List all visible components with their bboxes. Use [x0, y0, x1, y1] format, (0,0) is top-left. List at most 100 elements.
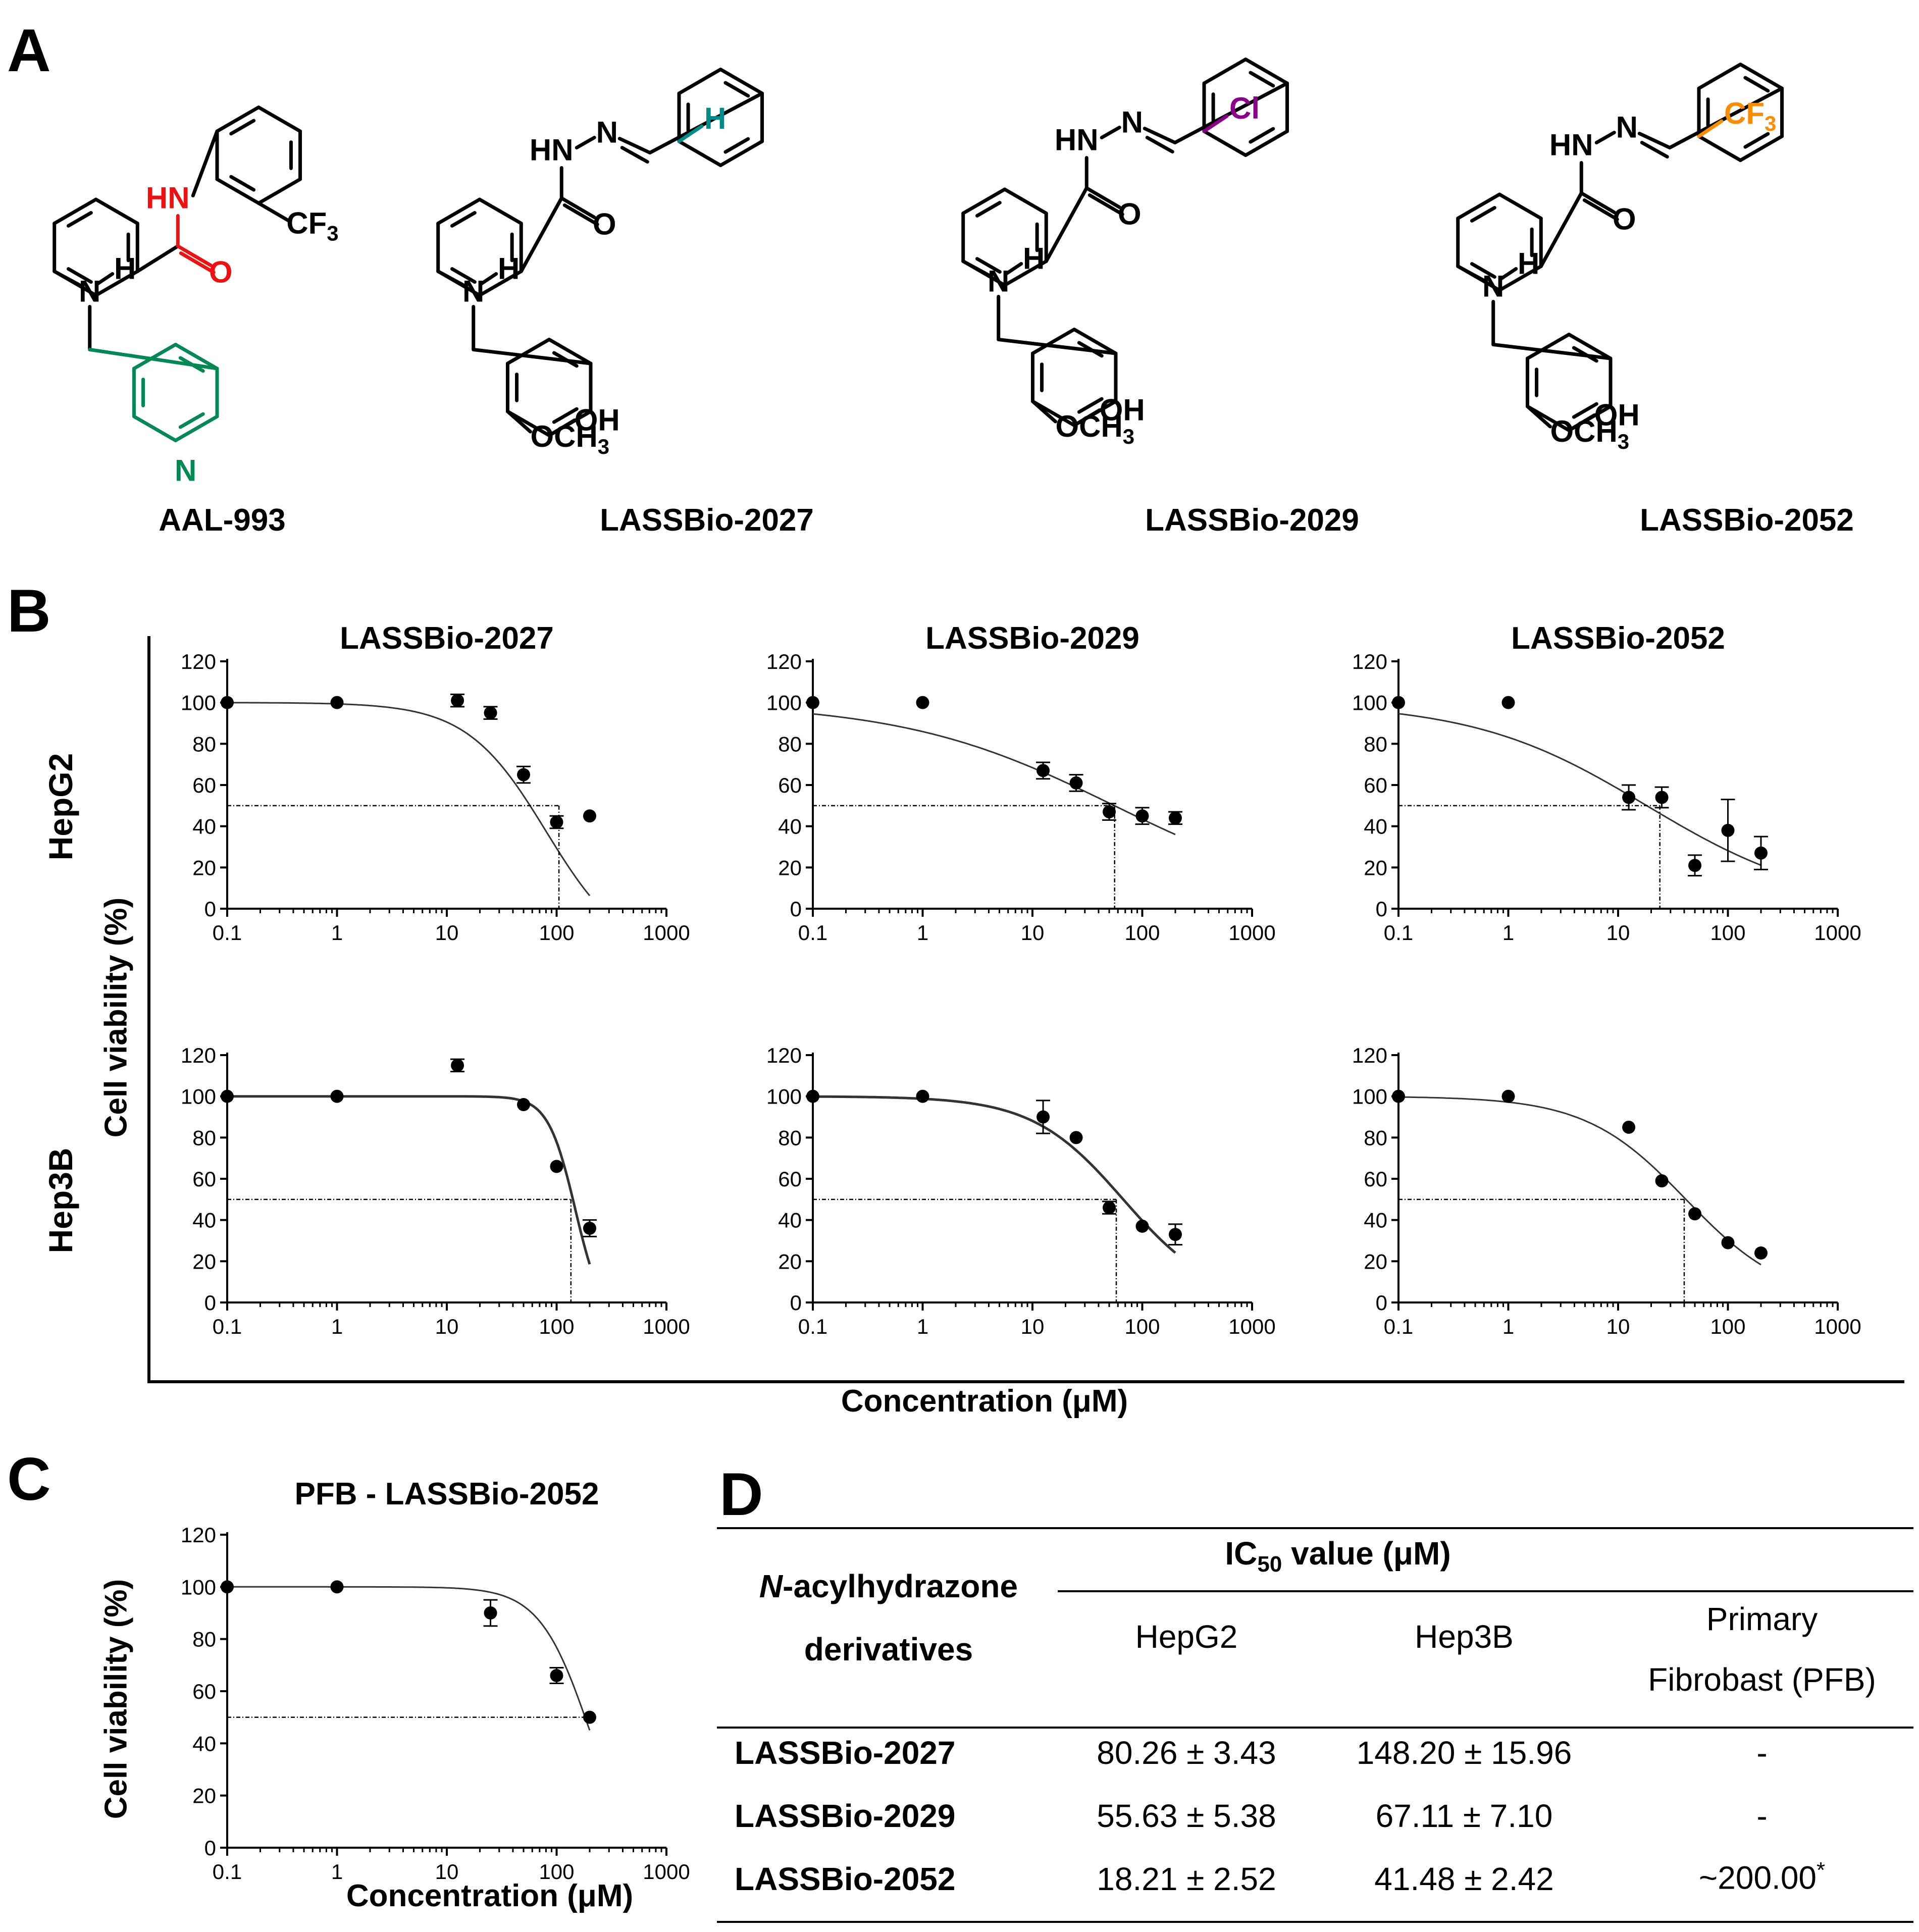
- ring-bond: [256, 106, 302, 133]
- data-point: [1392, 1089, 1405, 1103]
- x-tick-label: 1: [331, 921, 343, 945]
- ring-bond: [1567, 333, 1613, 360]
- amide-oxygen-label: O: [209, 255, 233, 289]
- x-tick-label: 10: [435, 1860, 459, 1884]
- ring-double-bond: [229, 175, 256, 192]
- ring-double-bond: [552, 407, 579, 424]
- bond: [505, 409, 532, 434]
- atom-label-main: OCH: [1055, 409, 1122, 443]
- bond: [191, 129, 219, 197]
- data-point: [1392, 696, 1405, 709]
- bond: [1499, 267, 1518, 281]
- atom-label-main: OH: [1100, 393, 1145, 427]
- table-group-rule: [1058, 1590, 1913, 1592]
- data-point: [1069, 1131, 1083, 1144]
- compound-name-lassbio-2027: LASSBio-2027: [600, 503, 814, 538]
- data-point: [1103, 1201, 1116, 1215]
- bond: [519, 196, 563, 273]
- ring-bond: [1202, 129, 1248, 157]
- data-point: [330, 696, 344, 709]
- bond: [648, 91, 764, 154]
- bond: [1525, 404, 1552, 429]
- data-point: [1655, 1174, 1669, 1188]
- data-point: [916, 696, 929, 709]
- hydroxyl-label: OH: [575, 403, 620, 437]
- amine-h-label: H: [1023, 242, 1045, 276]
- ring-bond: [94, 270, 139, 297]
- ring-bond: [505, 338, 551, 365]
- data-point: [330, 1580, 344, 1594]
- x-tick-label: 10: [1606, 921, 1630, 945]
- ring-bond: [1738, 63, 1784, 90]
- data-point: [1622, 1120, 1636, 1134]
- oxygen-label: O: [1613, 202, 1636, 236]
- y-tick-label: 80: [192, 1126, 216, 1150]
- n-label: N: [1616, 111, 1638, 144]
- y-tick-label: 60: [778, 773, 802, 797]
- y-tick-label: 40: [192, 815, 216, 839]
- hn-label: HN: [1549, 128, 1593, 162]
- bond: [135, 244, 180, 273]
- data-point: [583, 1710, 596, 1724]
- y-tick-label: 120: [181, 1043, 216, 1067]
- atom-label-subscript: 3: [1123, 425, 1134, 448]
- methoxy-label: OCH3: [1550, 414, 1629, 453]
- ring-double-bond: [1743, 132, 1770, 149]
- x-tick-label: 0.1: [798, 1315, 827, 1338]
- bond: [256, 201, 291, 223]
- ring-bond: [436, 197, 482, 225]
- bond: [547, 419, 577, 437]
- atom-label-subscript: 3: [327, 222, 338, 245]
- panel-b-frame-left: [147, 636, 150, 1383]
- fit-curve: [1398, 713, 1761, 866]
- fit-curve: [227, 1095, 591, 1265]
- x-tick-label: 1000: [643, 1860, 690, 1884]
- ring-double-bond: [66, 267, 93, 284]
- table-row-name: LASSBio-2052: [735, 1861, 956, 1897]
- atom-label-subscript: 3: [598, 435, 609, 458]
- ring-double-bond: [450, 267, 477, 284]
- table-col-pfb-line2: Fibrobast (PFB): [1648, 1661, 1876, 1698]
- substituent-label: Cl: [1229, 91, 1260, 125]
- y-tick-label: 20: [192, 1784, 216, 1808]
- fit-curve: [812, 713, 1176, 836]
- ring-double-bond: [723, 137, 750, 154]
- ring-bond: [547, 338, 593, 365]
- ring-bond: [718, 139, 764, 167]
- x-tick-label: 1000: [1814, 1315, 1861, 1338]
- data-point: [1135, 809, 1149, 823]
- x-tick-label: 0.1: [213, 921, 242, 945]
- cf3-label: CF3: [286, 206, 338, 245]
- compound-name-lassbio-2052: LASSBio-2052: [1640, 503, 1854, 538]
- ring-bond: [132, 343, 178, 371]
- amine-n-label: N: [988, 265, 1009, 298]
- panel-letter-d: D: [719, 1460, 763, 1528]
- compound-name-aal-993: AAL-993: [159, 503, 286, 538]
- panel-c-y-axis-label: Cell viability (%): [98, 1579, 134, 1819]
- hydroxyl-label: OH: [1594, 398, 1640, 432]
- data-point: [451, 1059, 464, 1072]
- bond: [1637, 132, 1672, 149]
- ring-bond: [1202, 58, 1248, 85]
- y-tick-label: 20: [1364, 856, 1387, 879]
- x-tick-label: 1000: [1228, 921, 1275, 945]
- hydroxyl-label: OH: [1100, 393, 1145, 427]
- chart-title: LASSBio-2029: [925, 621, 1139, 656]
- bond: [1004, 262, 1023, 276]
- atom-label-main: OH: [575, 403, 620, 437]
- ring-bond: [478, 197, 523, 225]
- ring-bond: [1738, 134, 1784, 162]
- bond: [1173, 81, 1289, 144]
- y-tick-label: 0: [204, 897, 216, 921]
- data-point: [1688, 859, 1702, 872]
- data-point: [1168, 1228, 1182, 1241]
- table-cell-hep3b: 148.20 ± 15.96: [1356, 1735, 1572, 1771]
- y-tick-label: 0: [1376, 897, 1387, 921]
- y-tick-label: 60: [192, 773, 216, 797]
- ring-bond: [677, 139, 722, 167]
- x-tick-label: 0.1: [798, 921, 827, 945]
- x-tick-label: 100: [1710, 1315, 1745, 1338]
- benzylidene-ring: [1202, 58, 1289, 157]
- y-tick-label: 100: [181, 1085, 216, 1109]
- ring-bond: [1030, 328, 1076, 355]
